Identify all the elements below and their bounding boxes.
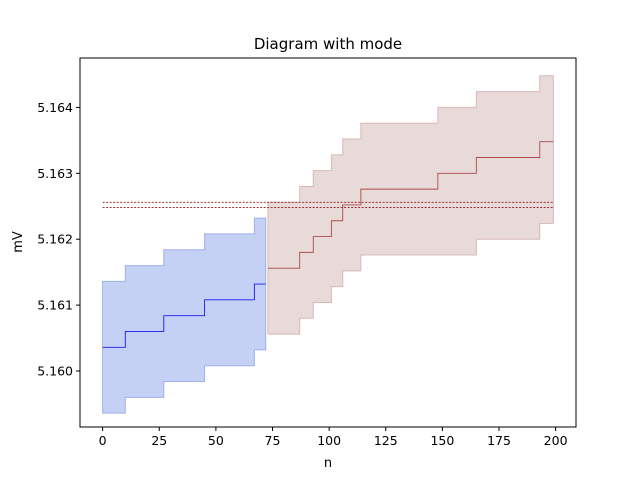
x-tick-label: 175 [487,433,511,448]
x-tick-label: 25 [151,433,167,448]
y-tick-label: 5.160 [37,363,73,378]
x-tick-label: 200 [544,433,568,448]
y-tick-label: 5.161 [37,298,73,313]
x-axis-label: n [324,456,332,471]
confidence-band-2 [267,75,554,335]
chart-title: Diagram with mode [254,35,402,53]
y-tick-label: 5.162 [37,232,73,247]
series-line-2 [267,141,554,269]
plot-frame [79,57,577,428]
series-line-1 [102,283,266,348]
x-tick-label: 50 [208,433,224,448]
x-tick-label: 125 [374,433,398,448]
y-tick-label: 5.164 [37,100,73,115]
y-axis-label: mV [11,231,26,253]
y-tick-label: 5.163 [37,166,73,181]
x-tick-label: 150 [430,433,454,448]
x-tick-label: 100 [317,433,341,448]
x-axis: 0 25 50 75 100 125 150 175 200 [99,427,568,448]
x-tick-label: 0 [99,433,107,448]
x-tick-label: 75 [265,433,281,448]
plot-area [102,75,554,414]
y-axis: 5.160 5.161 5.162 5.163 5.164 [37,100,80,378]
